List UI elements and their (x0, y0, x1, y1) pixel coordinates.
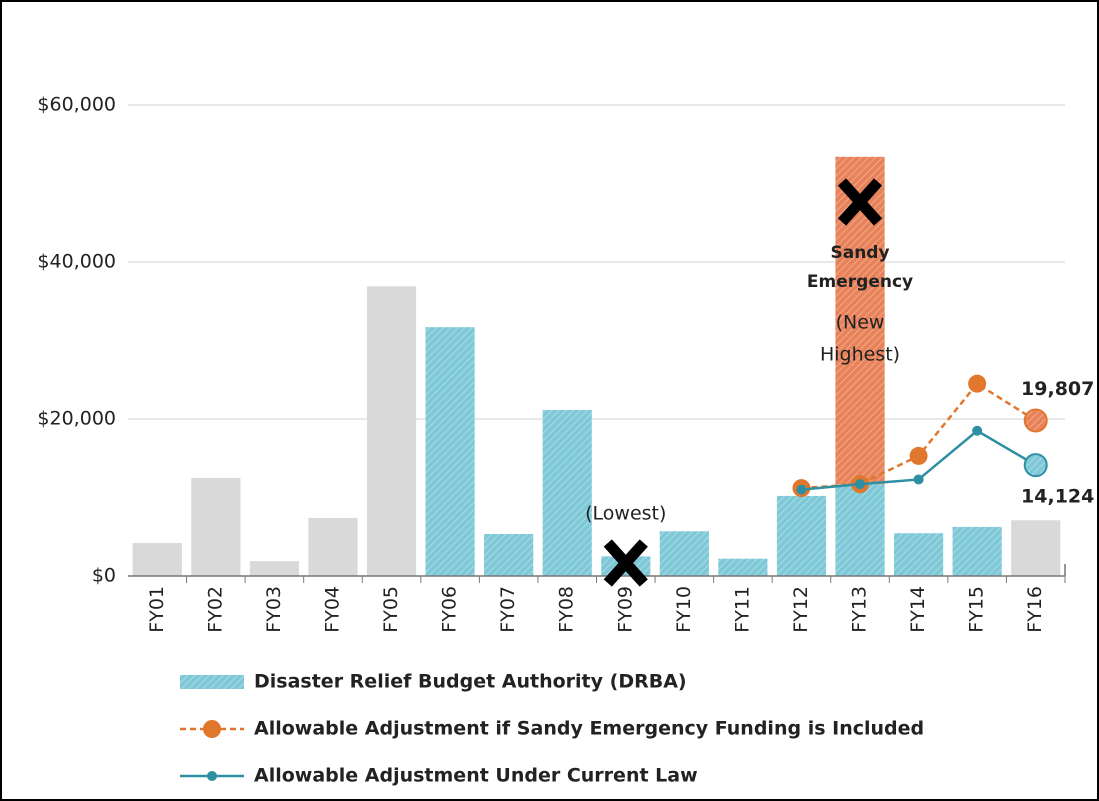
x-tick-label: FY05 (380, 586, 402, 633)
y-tick-label: $0 (92, 565, 116, 587)
x-tick-label: FY07 (497, 586, 519, 633)
bar (952, 526, 1002, 576)
x-tick-label: FY11 (731, 586, 753, 633)
x-mark-stroke (603, 539, 648, 587)
marker (1023, 408, 1048, 433)
bar (484, 534, 534, 576)
legend-label: Disaster Relief Budget Authority (DRBA) (254, 671, 687, 693)
bar (718, 558, 768, 576)
x-tick-label: FY02 (204, 586, 226, 633)
x-mark (603, 539, 648, 587)
x-tick-label: FY15 (966, 586, 988, 633)
bar (893, 533, 944, 576)
x-tick-label: FY01 (146, 586, 168, 633)
y-tick-label: $40,000 (37, 251, 116, 273)
y-tick-label: $20,000 (37, 408, 116, 430)
legend-label: Allowable Adjustment if Sandy Emergency … (254, 718, 924, 740)
bar (249, 561, 300, 576)
marker (909, 446, 928, 465)
annotation: Sandy (830, 243, 889, 263)
y-tick-label: $60,000 (37, 94, 116, 116)
x-mark-stroke (837, 178, 883, 226)
bar (308, 517, 358, 576)
x-tick-label: FY16 (1024, 586, 1046, 633)
x-tick-label: FY13 (849, 586, 871, 633)
marker (968, 374, 987, 393)
x-tick-label: FY03 (263, 586, 285, 633)
bar (776, 495, 827, 576)
data-label: 14,124 (1021, 486, 1094, 508)
bar (659, 531, 709, 576)
marker (913, 474, 924, 485)
x-tick-label: FY12 (790, 586, 812, 633)
data-label: 19,807 (1021, 378, 1094, 400)
x-tick-label: FY04 (321, 586, 343, 633)
bar (132, 543, 182, 576)
marker (972, 425, 983, 436)
x-tick-label: FY09 (614, 586, 636, 633)
bar (366, 286, 417, 576)
x-tick-label: FY10 (673, 586, 695, 633)
annotation: (New (836, 312, 885, 334)
marker (1023, 453, 1048, 478)
x-mark (837, 178, 883, 226)
bar (425, 327, 475, 576)
emergency-bar-segment (835, 156, 885, 485)
bar (835, 484, 885, 576)
bar (542, 409, 592, 576)
x-tick-label: FY08 (556, 586, 578, 633)
annotation: Emergency (807, 272, 913, 292)
marker (796, 484, 807, 495)
legend-marker (207, 771, 217, 781)
x-tick-label: FY06 (439, 586, 461, 633)
x-tick-label: FY14 (907, 586, 929, 633)
bar (1011, 520, 1061, 576)
legend-marker (203, 720, 221, 738)
annotation: Highest) (820, 344, 900, 366)
marker (855, 479, 866, 490)
annotation: (Lowest) (585, 503, 666, 525)
legend-swatch (180, 675, 244, 689)
legend-label: Allowable Adjustment Under Current Law (254, 765, 698, 787)
bar (191, 477, 241, 576)
